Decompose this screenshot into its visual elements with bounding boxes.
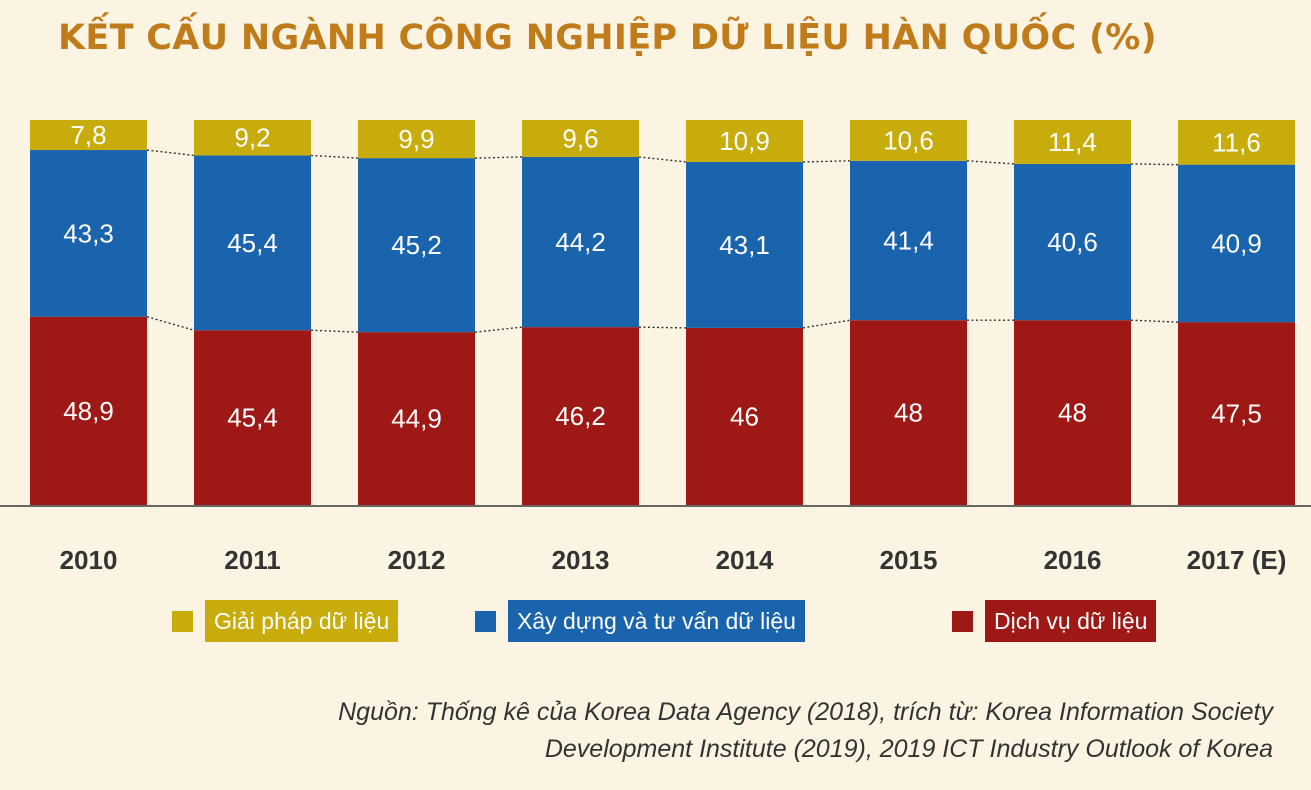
- data-label: 44,9: [391, 404, 442, 434]
- connector-line: [638, 156, 687, 163]
- data-label: 11,4: [1048, 127, 1097, 157]
- bar-segment: [1178, 164, 1295, 323]
- connector-line: [310, 154, 359, 159]
- bar-segment: [850, 160, 967, 321]
- bar-segment: [30, 120, 147, 151]
- bar-segment: [358, 120, 475, 159]
- data-label: 9,6: [562, 123, 598, 153]
- data-label: 40,9: [1211, 228, 1262, 258]
- x-tick-label: 2014: [716, 545, 774, 575]
- source-line-1: Nguồn: Thống kê của Korea Data Agency (2…: [338, 698, 1273, 726]
- connector-line: [1130, 319, 1179, 323]
- data-label: 40,6: [1047, 227, 1098, 257]
- connector-line: [474, 156, 523, 159]
- bar-segment: [522, 120, 639, 157]
- connector-line: [474, 326, 523, 333]
- bar-segment: [1014, 320, 1131, 505]
- connector-line: [146, 316, 195, 331]
- x-tick-label: 2010: [60, 545, 118, 575]
- x-tick-label: 2017 (E): [1187, 545, 1287, 575]
- bar-segment: [30, 316, 147, 505]
- bar-segment: [358, 332, 475, 505]
- data-label: 46,2: [555, 401, 606, 431]
- data-label: 48,9: [63, 396, 114, 426]
- legend-item-services: Dịch vụ dữ liệu: [952, 600, 1157, 642]
- legend-label-consulting: Xây dựng và tư vấn dữ liệu: [508, 600, 805, 642]
- data-label: 45,4: [227, 403, 278, 433]
- bar-segment: [1014, 163, 1131, 321]
- legend-label-solutions: Giải pháp dữ liệu: [205, 600, 399, 642]
- connector-line: [1130, 163, 1179, 166]
- data-label: 10,6: [883, 125, 934, 155]
- connector-line: [310, 329, 359, 333]
- data-label: 43,3: [63, 218, 114, 248]
- bar-segment: [1014, 120, 1131, 164]
- bar-segment: [358, 158, 475, 333]
- data-label: 47,5: [1211, 399, 1262, 429]
- source-note: Nguồn: Thống kê của Korea Data Agency (2…: [73, 694, 1273, 768]
- bar-segment: [686, 161, 803, 328]
- data-label: 43,1: [719, 230, 770, 260]
- data-label: 44,2: [555, 227, 606, 257]
- data-label: 45,4: [227, 228, 278, 258]
- bar-segment: [194, 120, 311, 156]
- bar-segment: [1178, 120, 1295, 165]
- data-label: 45,2: [391, 230, 442, 260]
- legend-label-services: Dịch vụ dữ liệu: [985, 600, 1157, 642]
- x-tick-label: 2013: [552, 545, 610, 575]
- bar-segment: [850, 120, 967, 161]
- bar-segment: [686, 120, 803, 162]
- data-label: 9,9: [398, 124, 434, 154]
- legend-swatch-consulting: [475, 610, 496, 632]
- legend-item-consulting: Xây dựng và tư vấn dữ liệu: [475, 600, 805, 642]
- bar-segment: [1178, 322, 1295, 505]
- connector-line: [146, 149, 195, 157]
- chart-title: KẾT CẤU NGÀNH CÔNG NGHIỆP DỮ LIỆU HÀN QU…: [58, 18, 1157, 58]
- bar-segment: [686, 327, 803, 505]
- bar-segment: [194, 330, 311, 505]
- x-tick-label: 2012: [388, 545, 446, 575]
- source-line-2: Development Institute (2019), 2019 ICT I…: [544, 735, 1273, 763]
- bar-segment: [30, 150, 147, 317]
- legend-swatch-services: [952, 610, 973, 632]
- legend-item-solutions: Giải pháp dữ liệu: [172, 600, 399, 642]
- data-label: 48: [894, 398, 923, 428]
- bar-segment: [522, 327, 639, 505]
- bar-segment: [522, 156, 639, 328]
- x-tick-label: 2015: [880, 545, 938, 575]
- data-label: 48: [1058, 398, 1087, 428]
- data-label: 7,8: [70, 120, 106, 150]
- data-label: 10,9: [719, 126, 770, 156]
- bar-segment: [850, 320, 967, 505]
- x-tick-label: 2011: [224, 545, 280, 575]
- data-label: 46: [730, 401, 759, 431]
- connector-line: [802, 160, 851, 163]
- legend-swatch-solutions: [172, 610, 193, 632]
- bar-segment: [194, 155, 311, 331]
- data-label: 9,2: [234, 123, 270, 153]
- connector-line: [966, 160, 1015, 165]
- stacked-bar-chart: 48,9 43,3 7,8 2010 45,4 45,4 9,2 2011 44,9 45,2 9,…: [0, 120, 1311, 575]
- connector-line: [802, 319, 851, 329]
- x-tick-label: 2016: [1044, 545, 1102, 575]
- data-label: 11,6: [1212, 127, 1261, 157]
- connector-line: [638, 326, 687, 329]
- data-label: 41,4: [883, 226, 934, 256]
